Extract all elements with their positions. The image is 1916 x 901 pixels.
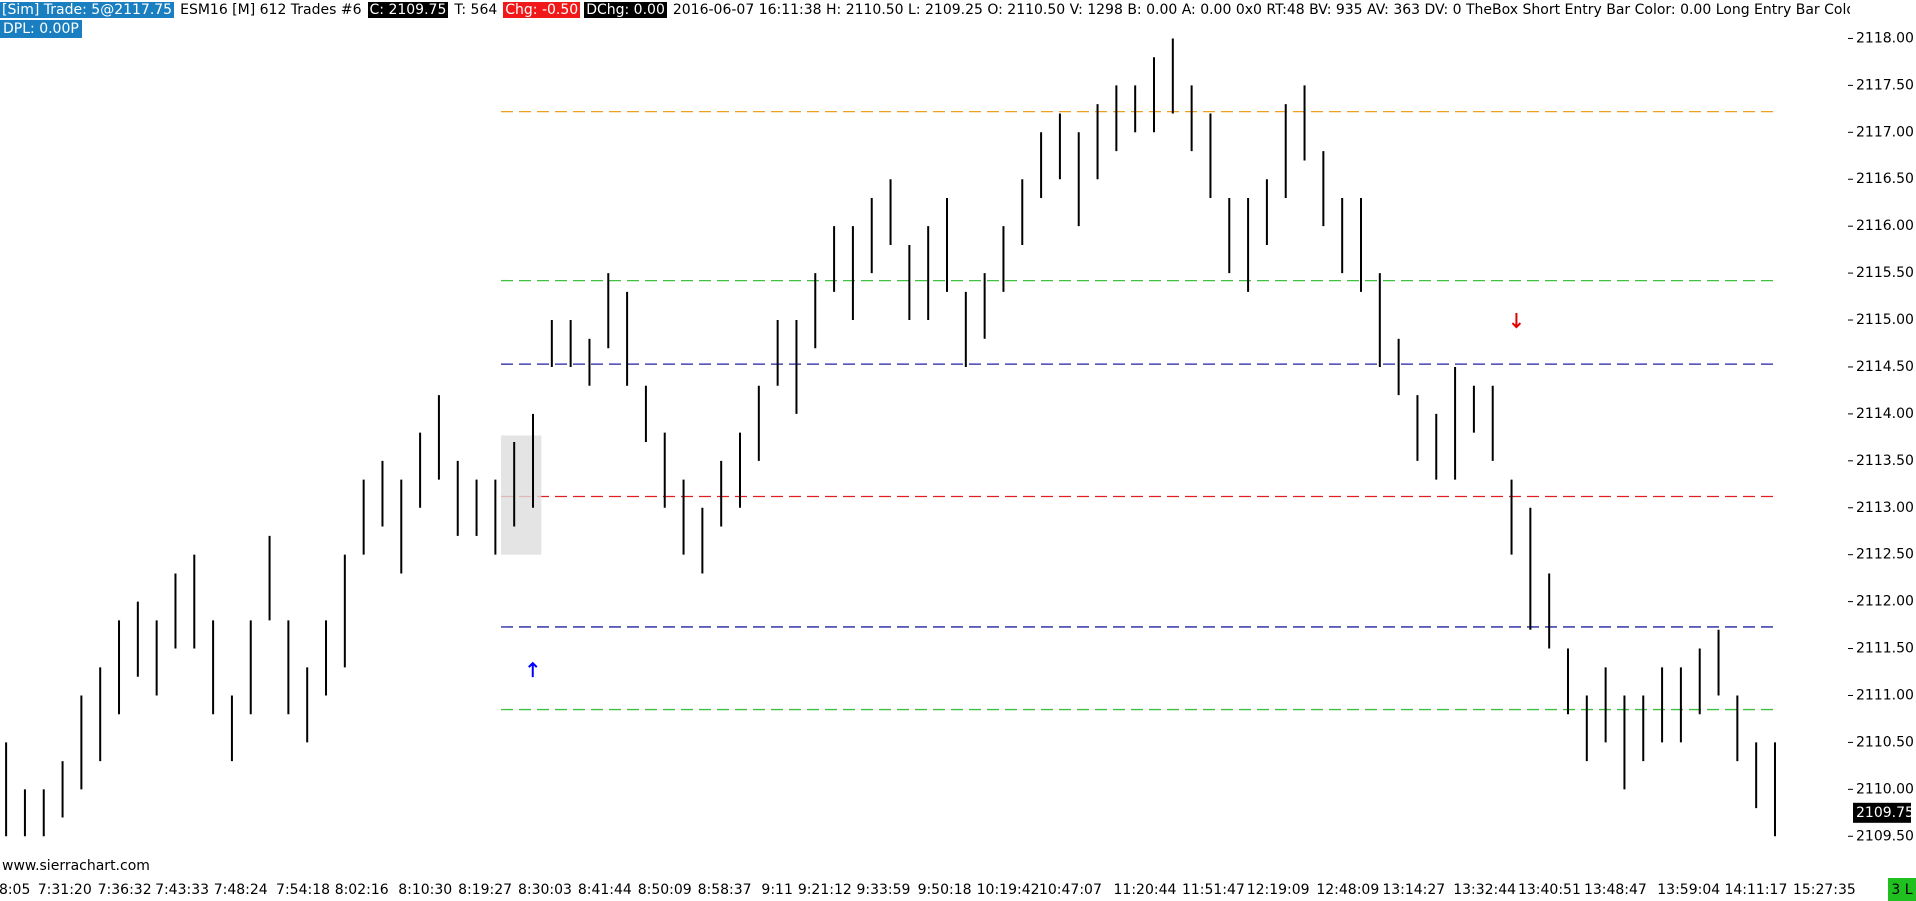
status-item: 2016-06-07 16:11:38 H: 2110.50 L: 2109.2… [672, 2, 1850, 18]
y-tick-label: 2113.00 [1856, 500, 1914, 516]
x-tick-label: 8:41:44 [578, 882, 632, 898]
x-tick-label: 13:32:44 [1453, 882, 1516, 898]
x-tick-label: 10:47:07 [1039, 882, 1102, 898]
x-tick-label: 14:11:17 [1724, 882, 1787, 898]
x-tick-label: 13:14:27 [1382, 882, 1445, 898]
y-tick-label: 2112.00 [1856, 594, 1914, 610]
y-tick-label: 2117.50 [1856, 77, 1914, 93]
badge-bg [1888, 878, 1916, 901]
y-tick-label: 2111.00 [1856, 687, 1914, 703]
y-tick-label: 2114.00 [1856, 406, 1914, 422]
x-tick-label: 7:36:32 [98, 882, 152, 898]
y-tick-label: 2116.50 [1856, 171, 1914, 187]
y-tick-label: 2114.50 [1856, 359, 1914, 375]
y-tick-label: 2112.50 [1856, 547, 1914, 563]
y-tick-label: 2117.00 [1856, 124, 1914, 140]
x-tick-label: 7:54:18 [276, 882, 330, 898]
x-tick-label: 15:27:35 [1793, 882, 1856, 898]
x-tick-label: 11:51:47 [1182, 882, 1245, 898]
x-tick-label: 12:19:09 [1247, 882, 1310, 898]
x-tick-label: 7:43:33 [155, 882, 209, 898]
badge: 3 L [1891, 882, 1912, 898]
status-item: C: 2109.75 [367, 2, 449, 18]
status-item: ESM16 [M] 612 Trades #6 [180, 2, 362, 18]
x-tick-label: 13:59:04 [1657, 882, 1720, 898]
x-tick-label: 7:48:24 [214, 882, 268, 898]
x-tick-label: 8:30:03 [518, 882, 572, 898]
last-price-bg [1853, 802, 1911, 823]
x-tick-label: 9:21:12 [798, 882, 852, 898]
y-tick-label: 2116.00 [1856, 218, 1914, 234]
y-tick-label: 2109.50 [1856, 828, 1914, 844]
status-item: T: 564 [454, 2, 498, 18]
site: www.sierrachart.com [2, 858, 150, 874]
status-item: DChg: 0.00 [584, 2, 667, 18]
x-tick-label: 8:02:16 [335, 882, 389, 898]
x-tick-label: 9:50:18 [918, 882, 972, 898]
status-item: Chg: -0.50 [503, 2, 581, 18]
y-tick-label: 2110.50 [1856, 734, 1914, 750]
x-tick-label: 13:40:51 [1518, 882, 1581, 898]
x-tick-label: 7:31:20 [38, 882, 92, 898]
y-tick-label: 2110.00 [1856, 781, 1914, 797]
dpl: DPL: 0.00P [0, 20, 82, 38]
y-tick-label: 2115.50 [1856, 265, 1914, 281]
y-tick-label: 2118.00 [1856, 30, 1914, 46]
arrow [1511, 313, 1522, 329]
x-tick-label: 11:20:44 [1114, 882, 1177, 898]
status-item: [Sim] Trade: 5@2117.75 [0, 2, 175, 18]
x-tick-label: 9:33:59 [856, 882, 910, 898]
arrow [528, 661, 538, 678]
x-tick-label: 8:19:27 [458, 882, 512, 898]
y-tick-label: 2111.50 [1856, 641, 1914, 657]
x-tick-label: 8:58:37 [698, 882, 752, 898]
x-tick-label: 10:19:42 [977, 882, 1040, 898]
box [500, 435, 542, 555]
status-bar: [Sim] Trade: 5@2117.75 ESM16 [M] 612 Trad… [0, 0, 1850, 20]
y-tick-label: 2115.00 [1856, 312, 1914, 328]
x-tick-label: 8:50:09 [638, 882, 692, 898]
x-tick-label: 12:48:09 [1316, 882, 1379, 898]
x-tick-label: 9:11 [761, 882, 792, 898]
x-tick-label: 8:05 [0, 882, 30, 898]
x-tick-label: 13:48:47 [1584, 882, 1647, 898]
last-price: 2109.75 [1856, 805, 1914, 821]
y-tick-label: 2113.50 [1856, 453, 1914, 469]
x-tick-label: 8:10:30 [398, 882, 452, 898]
